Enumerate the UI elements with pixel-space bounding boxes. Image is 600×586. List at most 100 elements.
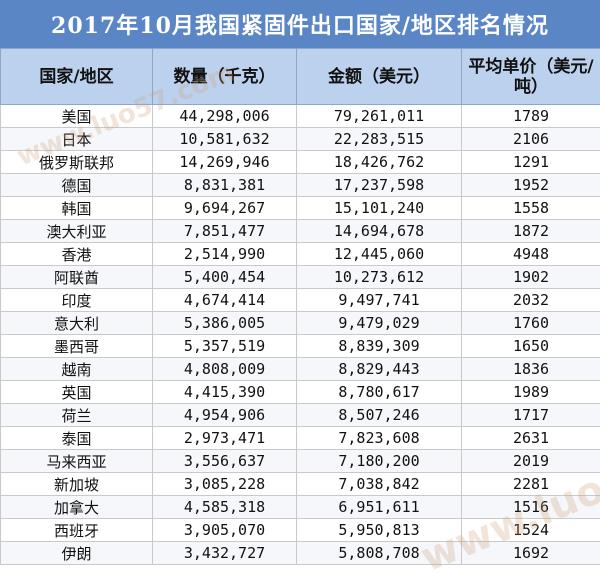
quantity-cell: 44,298,006 bbox=[152, 104, 297, 128]
country-cell: 墨西哥 bbox=[0, 334, 153, 358]
unit-price-cell: 1516 bbox=[461, 495, 600, 519]
unit-price-cell: 1760 bbox=[461, 311, 600, 335]
unit-price-cell: 1952 bbox=[461, 173, 600, 197]
table-row: 马来西亚 3,556,637 7,180,200 2019 bbox=[0, 449, 600, 473]
country-cell: 印度 bbox=[0, 288, 153, 312]
amount-cell: 10,273,612 bbox=[296, 265, 462, 289]
unit-price-cell: 4948 bbox=[461, 242, 600, 266]
country-cell: 德国 bbox=[0, 173, 153, 197]
export-ranking-table: 国家/地区 数量（千克） 金额（美元） 平均单价（美元/吨） 美国 44,298,… bbox=[0, 48, 600, 565]
header-row: 国家/地区 数量（千克） 金额（美元） 平均单价（美元/吨） bbox=[0, 48, 600, 105]
unit-price-cell: 2281 bbox=[461, 472, 600, 496]
country-cell: 澳大利亚 bbox=[0, 219, 153, 243]
unit-price-cell: 1836 bbox=[461, 357, 600, 381]
amount-cell: 12,445,060 bbox=[296, 242, 462, 266]
amount-cell: 5,950,813 bbox=[296, 518, 462, 542]
amount-cell: 9,479,029 bbox=[296, 311, 462, 335]
table-row: 意大利 5,386,005 9,479,029 1760 bbox=[0, 311, 600, 335]
country-cell: 越南 bbox=[0, 357, 153, 381]
quantity-cell: 4,415,390 bbox=[152, 380, 297, 404]
unit-price-cell: 2106 bbox=[461, 127, 600, 151]
unit-price-cell: 2032 bbox=[461, 288, 600, 312]
country-cell: 俄罗斯联邦 bbox=[0, 150, 153, 174]
quantity-cell: 5,357,519 bbox=[152, 334, 297, 358]
table-row: 韩国 9,694,267 15,101,240 1558 bbox=[0, 196, 600, 220]
unit-price-cell: 1902 bbox=[461, 265, 600, 289]
country-cell: 香港 bbox=[0, 242, 153, 266]
table-row: 荷兰 4,954,906 8,507,246 1717 bbox=[0, 403, 600, 427]
country-cell: 阿联酋 bbox=[0, 265, 153, 289]
country-cell: 韩国 bbox=[0, 196, 153, 220]
table-row: 香港 2,514,990 12,445,060 4948 bbox=[0, 242, 600, 266]
table-row: 英国 4,415,390 8,780,617 1989 bbox=[0, 380, 600, 404]
unit-price-cell: 1650 bbox=[461, 334, 600, 358]
quantity-cell: 4,808,009 bbox=[152, 357, 297, 381]
country-cell: 马来西亚 bbox=[0, 449, 153, 473]
unit-price-cell: 1717 bbox=[461, 403, 600, 427]
quantity-cell: 5,386,005 bbox=[152, 311, 297, 335]
header-unit-price: 平均单价（美元/吨） bbox=[461, 48, 600, 105]
amount-cell: 18,426,762 bbox=[296, 150, 462, 174]
quantity-cell: 2,514,990 bbox=[152, 242, 297, 266]
unit-price-cell: 2631 bbox=[461, 426, 600, 450]
amount-cell: 8,780,617 bbox=[296, 380, 462, 404]
table-row: 俄罗斯联邦 14,269,946 18,426,762 1291 bbox=[0, 150, 600, 174]
quantity-cell: 3,085,228 bbox=[152, 472, 297, 496]
country-cell: 伊朗 bbox=[0, 541, 153, 565]
amount-cell: 8,829,443 bbox=[296, 357, 462, 381]
amount-cell: 14,694,678 bbox=[296, 219, 462, 243]
amount-cell: 15,101,240 bbox=[296, 196, 462, 220]
quantity-cell: 7,851,477 bbox=[152, 219, 297, 243]
quantity-cell: 5,400,454 bbox=[152, 265, 297, 289]
country-cell: 泰国 bbox=[0, 426, 153, 450]
table-row: 德国 8,831,381 17,237,598 1952 bbox=[0, 173, 600, 197]
quantity-cell: 9,694,267 bbox=[152, 196, 297, 220]
unit-price-cell: 1558 bbox=[461, 196, 600, 220]
country-cell: 西班牙 bbox=[0, 518, 153, 542]
table-title: 2017年10月我国紧固件出口国家/地区排名情况 bbox=[0, 0, 600, 48]
quantity-cell: 3,556,637 bbox=[152, 449, 297, 473]
amount-cell: 8,839,309 bbox=[296, 334, 462, 358]
country-cell: 英国 bbox=[0, 380, 153, 404]
unit-price-cell: 2019 bbox=[461, 449, 600, 473]
country-cell: 荷兰 bbox=[0, 403, 153, 427]
unit-price-cell: 1291 bbox=[461, 150, 600, 174]
table-row: 印度 4,674,414 9,497,741 2032 bbox=[0, 288, 600, 312]
country-cell: 意大利 bbox=[0, 311, 153, 335]
table-row: 阿联酋 5,400,454 10,273,612 1902 bbox=[0, 265, 600, 289]
quantity-cell: 4,674,414 bbox=[152, 288, 297, 312]
amount-cell: 6,951,611 bbox=[296, 495, 462, 519]
table-row: 日本 10,581,632 22,283,515 2106 bbox=[0, 127, 600, 151]
header-quantity: 数量（千克） bbox=[152, 48, 297, 105]
quantity-cell: 8,831,381 bbox=[152, 173, 297, 197]
country-cell: 加拿大 bbox=[0, 495, 153, 519]
amount-cell: 7,180,200 bbox=[296, 449, 462, 473]
table-row: 泰国 2,973,471 7,823,608 2631 bbox=[0, 426, 600, 450]
unit-price-cell: 1789 bbox=[461, 104, 600, 128]
amount-cell: 22,283,515 bbox=[296, 127, 462, 151]
table-row: 美国 44,298,006 79,261,011 1789 bbox=[0, 104, 600, 128]
quantity-cell: 4,585,318 bbox=[152, 495, 297, 519]
quantity-cell: 2,973,471 bbox=[152, 426, 297, 450]
country-cell: 美国 bbox=[0, 104, 153, 128]
unit-price-cell: 1872 bbox=[461, 219, 600, 243]
amount-cell: 7,038,842 bbox=[296, 472, 462, 496]
quantity-cell: 14,269,946 bbox=[152, 150, 297, 174]
country-cell: 新加坡 bbox=[0, 472, 153, 496]
amount-cell: 9,497,741 bbox=[296, 288, 462, 312]
unit-price-cell: 1989 bbox=[461, 380, 600, 404]
amount-cell: 79,261,011 bbox=[296, 104, 462, 128]
table-row: 西班牙 3,905,070 5,950,813 1524 bbox=[0, 518, 600, 542]
country-cell: 日本 bbox=[0, 127, 153, 151]
unit-price-cell: 1692 bbox=[461, 541, 600, 565]
quantity-cell: 10,581,632 bbox=[152, 127, 297, 151]
quantity-cell: 3,432,727 bbox=[152, 541, 297, 565]
table-row: 新加坡 3,085,228 7,038,842 2281 bbox=[0, 472, 600, 496]
table-row: 加拿大 4,585,318 6,951,611 1516 bbox=[0, 495, 600, 519]
table-row: 越南 4,808,009 8,829,443 1836 bbox=[0, 357, 600, 381]
header-country: 国家/地区 bbox=[0, 48, 153, 105]
amount-cell: 17,237,598 bbox=[296, 173, 462, 197]
amount-cell: 7,823,608 bbox=[296, 426, 462, 450]
quantity-cell: 4,954,906 bbox=[152, 403, 297, 427]
unit-price-cell: 1524 bbox=[461, 518, 600, 542]
